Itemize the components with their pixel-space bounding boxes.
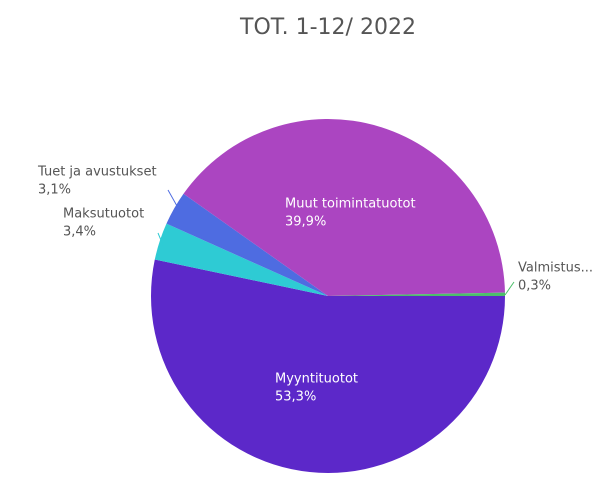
pie-slice	[154, 223, 328, 296]
slice-label: Myyntituotot	[275, 372, 358, 387]
pie-slice	[166, 193, 328, 296]
slice-value-label: 39,9%	[285, 215, 326, 230]
slice-value-label: 3,4%	[63, 225, 96, 240]
pie-slice	[328, 292, 505, 296]
leader-line	[167, 189, 178, 207]
pie-slice	[183, 118, 505, 296]
slice-value-label: 3,1%	[38, 183, 71, 198]
slice-value-label: 53,3%	[275, 390, 316, 405]
leader-line	[157, 232, 164, 246]
slice-value-label: 0,3%	[518, 279, 551, 294]
pie-slice	[150, 259, 505, 473]
slice-label: Valmistus...	[518, 261, 593, 276]
chart-title: TOT. 1-12/ 2022	[239, 15, 416, 40]
leader-line	[504, 281, 515, 296]
slice-label: Tuet ja avustukset	[37, 165, 157, 180]
slice-label: Muut toimintatuotot	[285, 197, 416, 212]
slice-label: Maksutuotot	[63, 207, 144, 222]
